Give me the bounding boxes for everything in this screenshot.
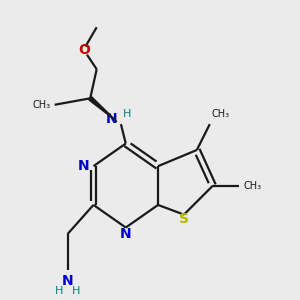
Text: H: H [71,286,80,296]
Text: CH₃: CH₃ [244,181,262,190]
Text: N: N [105,112,117,126]
Text: CH₃: CH₃ [212,109,230,119]
Text: O: O [78,43,90,57]
Text: N: N [62,274,74,288]
Text: CH₃: CH₃ [33,100,51,110]
Text: N: N [78,159,90,173]
Text: H: H [123,110,132,119]
Polygon shape [89,97,117,122]
Text: N: N [120,227,132,241]
Text: H: H [56,286,64,296]
Text: S: S [179,212,189,226]
